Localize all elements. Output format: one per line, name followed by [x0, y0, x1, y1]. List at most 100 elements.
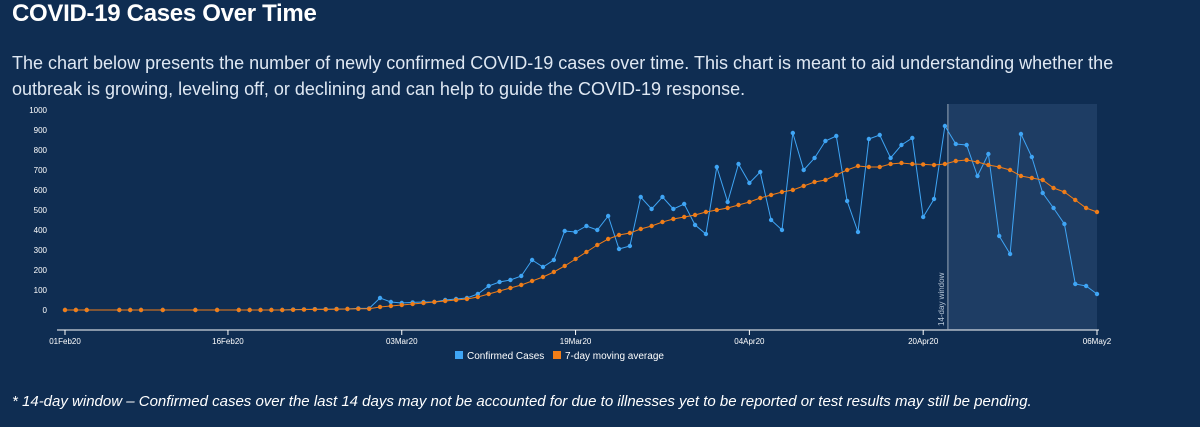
data-point-confirmed[interactable] [866, 136, 872, 142]
data-point-average[interactable] [540, 274, 546, 280]
data-point-average[interactable] [551, 269, 557, 275]
data-point-confirmed[interactable] [964, 142, 969, 148]
data-point-average[interactable] [399, 302, 404, 308]
data-point-average[interactable] [714, 207, 719, 213]
data-point-average[interactable] [84, 307, 89, 313]
data-point-average[interactable] [627, 230, 633, 236]
data-point-confirmed[interactable] [823, 138, 828, 144]
data-point-average[interactable] [258, 307, 263, 313]
data-point-confirmed[interactable] [1007, 251, 1013, 257]
data-point-confirmed[interactable] [812, 155, 817, 161]
data-point-confirmed[interactable] [703, 231, 709, 237]
data-point-average[interactable] [747, 199, 752, 205]
legend-swatch-confirmed[interactable] [455, 351, 463, 359]
data-point-average[interactable] [997, 164, 1002, 170]
data-point-average[interactable] [62, 307, 68, 313]
data-point-average[interactable] [1073, 197, 1078, 203]
data-point-confirmed[interactable] [1073, 281, 1078, 287]
data-point-average[interactable] [660, 219, 665, 225]
data-point-confirmed[interactable] [986, 151, 991, 157]
data-point-confirmed[interactable] [605, 213, 611, 219]
data-point-average[interactable] [519, 282, 524, 288]
data-point-confirmed[interactable] [595, 227, 600, 233]
data-point-confirmed[interactable] [997, 233, 1002, 239]
data-point-confirmed[interactable] [1029, 154, 1035, 160]
data-point-confirmed[interactable] [1051, 205, 1056, 211]
data-point-confirmed[interactable] [834, 133, 839, 139]
data-point-confirmed[interactable] [801, 167, 806, 173]
data-point-average[interactable] [812, 179, 817, 185]
data-point-average[interactable] [573, 256, 578, 262]
data-point-average[interactable] [432, 299, 437, 305]
data-point-confirmed[interactable] [497, 279, 502, 285]
data-point-average[interactable] [73, 307, 79, 313]
data-point-confirmed[interactable] [1083, 283, 1089, 289]
data-point-confirmed[interactable] [736, 161, 741, 167]
data-point-confirmed[interactable] [616, 246, 622, 252]
data-point-average[interactable] [834, 172, 839, 178]
data-point-average[interactable] [725, 205, 730, 211]
data-point-average[interactable] [1007, 167, 1013, 173]
data-point-average[interactable] [356, 306, 361, 311]
data-point-confirmed[interactable] [725, 199, 730, 205]
data-point-average[interactable] [410, 301, 415, 307]
data-point-confirmed[interactable] [519, 273, 524, 279]
data-point-average[interactable] [899, 160, 904, 166]
data-point-average[interactable] [877, 164, 882, 170]
data-point-average[interactable] [443, 298, 448, 304]
data-point-confirmed[interactable] [975, 173, 980, 179]
data-point-confirmed[interactable] [790, 130, 796, 136]
data-point-average[interactable] [138, 307, 144, 313]
data-point-confirmed[interactable] [899, 142, 904, 148]
data-point-average[interactable] [269, 307, 274, 313]
data-point-confirmed[interactable] [920, 214, 926, 220]
data-point-average[interactable] [453, 297, 459, 303]
data-point-average[interactable] [692, 212, 698, 218]
data-point-confirmed[interactable] [682, 201, 687, 207]
data-point-average[interactable] [486, 291, 491, 297]
data-point-average[interactable] [953, 158, 958, 164]
data-point-average[interactable] [823, 177, 828, 183]
data-point-average[interactable] [117, 307, 122, 313]
data-point-average[interactable] [421, 300, 426, 306]
data-point-average[interactable] [1029, 175, 1035, 181]
data-point-confirmed[interactable] [508, 277, 513, 283]
data-point-average[interactable] [649, 223, 654, 229]
legend-swatch-average[interactable] [553, 351, 561, 359]
data-point-confirmed[interactable] [562, 228, 567, 234]
data-point-confirmed[interactable] [486, 283, 491, 289]
data-point-average[interactable] [595, 242, 600, 248]
data-point-confirmed[interactable] [931, 196, 937, 202]
data-point-confirmed[interactable] [638, 194, 643, 200]
data-point-average[interactable] [703, 209, 709, 215]
data-point-average[interactable] [323, 307, 328, 312]
data-point-average[interactable] [236, 307, 242, 313]
data-point-confirmed[interactable] [714, 164, 719, 170]
data-point-confirmed[interactable] [1040, 190, 1045, 196]
data-point-average[interactable] [768, 192, 774, 198]
data-point-confirmed[interactable] [888, 155, 893, 161]
data-point-average[interactable] [758, 195, 763, 201]
data-point-average[interactable] [366, 306, 372, 311]
data-point-average[interactable] [584, 249, 589, 255]
data-point-confirmed[interactable] [573, 229, 578, 235]
data-point-average[interactable] [247, 307, 252, 313]
data-point-average[interactable] [334, 307, 339, 312]
legend-label-confirmed[interactable]: Confirmed Cases [467, 351, 544, 362]
data-point-confirmed[interactable] [942, 123, 948, 129]
data-point-average[interactable] [377, 304, 383, 310]
data-point-confirmed[interactable] [747, 180, 752, 186]
data-point-average[interactable] [193, 307, 198, 313]
data-point-average[interactable] [280, 307, 285, 313]
data-point-confirmed[interactable] [584, 223, 589, 229]
data-point-average[interactable] [910, 161, 915, 167]
data-point-confirmed[interactable] [910, 135, 915, 141]
data-point-average[interactable] [1094, 209, 1100, 215]
data-point-average[interactable] [671, 216, 676, 222]
data-point-average[interactable] [638, 226, 643, 232]
data-point-average[interactable] [464, 296, 470, 302]
data-point-average[interactable] [855, 163, 861, 169]
data-point-average[interactable] [801, 183, 806, 189]
data-point-average[interactable] [736, 202, 741, 208]
data-point-average[interactable] [475, 294, 480, 300]
